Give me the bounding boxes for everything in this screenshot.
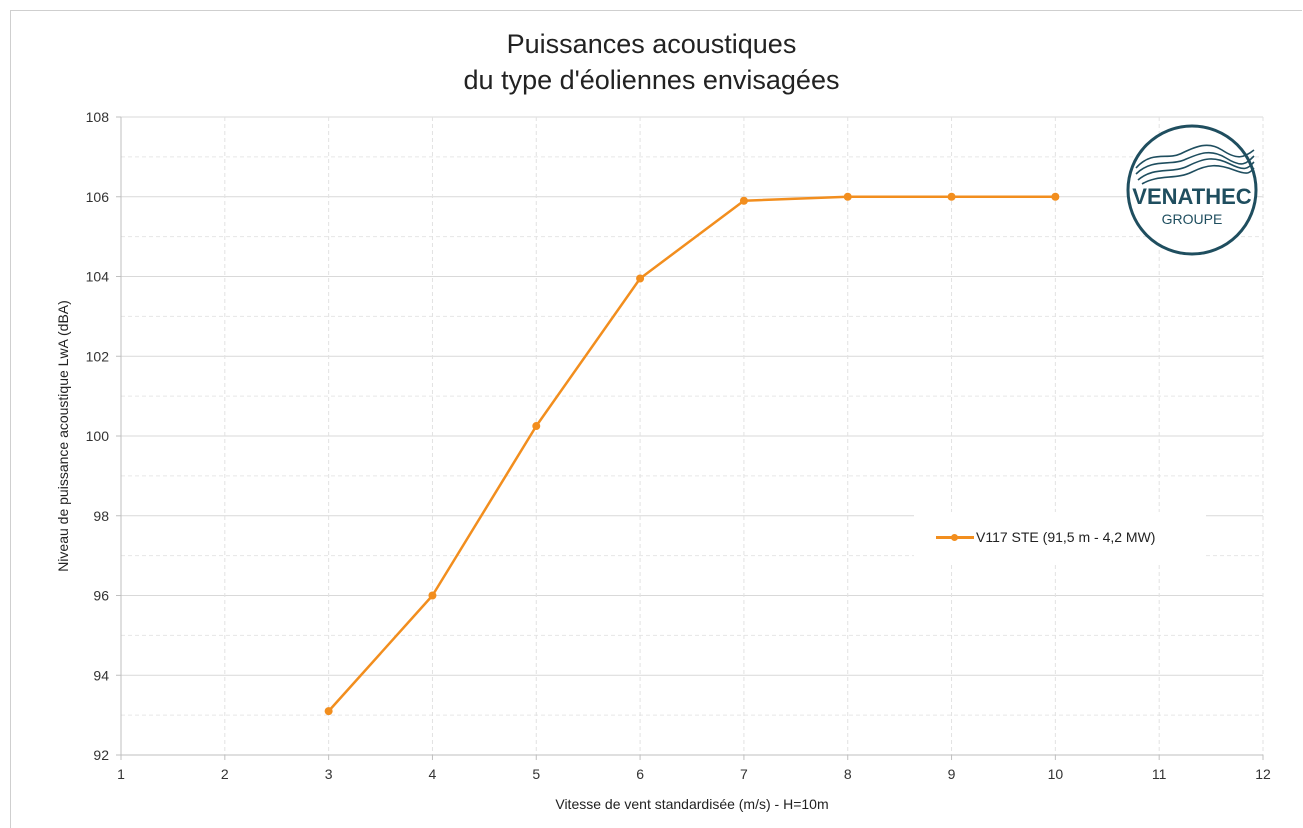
x-tick-label: 11 <box>1152 766 1167 782</box>
series-layer <box>324 192 1060 716</box>
y-tick-label: 98 <box>93 508 109 524</box>
x-tick-label: 2 <box>221 766 229 782</box>
x-tick-label: 1 <box>117 766 125 782</box>
y-tick-label: 106 <box>86 189 110 205</box>
x-tick-label: 4 <box>429 766 437 782</box>
logo-name: VENATHEC <box>1132 184 1251 209</box>
data-point <box>324 707 333 716</box>
x-tick-label: 10 <box>1048 766 1064 782</box>
chart-subtitle: du type d'éoliennes envisagées <box>463 65 840 95</box>
y-axis-label: Niveau de puissance acoustique LwA (dBA) <box>55 300 71 572</box>
logo-sub: GROUPE <box>1162 211 1223 227</box>
legend-marker <box>936 534 974 541</box>
chart-legend: V117 STE (91,5 m - 4,2 MW) <box>914 512 1206 562</box>
y-tick-label: 96 <box>93 588 109 604</box>
chart-title: Puissances acoustiques <box>506 29 797 59</box>
x-tick-label: 9 <box>948 766 956 782</box>
y-tick-label: 100 <box>86 428 110 444</box>
y-tick-label: 104 <box>86 269 110 285</box>
data-point <box>947 192 956 201</box>
y-tick-label: 108 <box>86 109 110 125</box>
chart-frame <box>10 10 1302 828</box>
data-point <box>843 192 852 201</box>
x-tick-label: 5 <box>532 766 540 782</box>
y-tick-label: 94 <box>93 667 109 683</box>
y-tick-label: 102 <box>86 348 110 364</box>
data-point <box>1051 192 1060 201</box>
y-tick-label: 92 <box>93 747 109 763</box>
venathec-logo: VENATHEC GROUPE <box>1126 124 1258 256</box>
x-tick-label: 12 <box>1255 766 1271 782</box>
x-tick-label: 6 <box>636 766 644 782</box>
axes <box>116 116 1264 760</box>
x-tick-labels: 1 2 3 4 5 6 7 8 9 10 11 12 <box>117 766 1271 782</box>
x-axis-label: Vitesse de vent standardisée (m/s) - H=1… <box>555 796 828 812</box>
x-tick-label: 8 <box>844 766 852 782</box>
grid-lines <box>120 116 1264 756</box>
data-point <box>532 422 541 431</box>
x-tick-label: 3 <box>325 766 333 782</box>
legend-label: V117 STE (91,5 m - 4,2 MW) <box>976 529 1156 545</box>
series-line <box>327 195 1056 712</box>
data-point <box>739 196 748 205</box>
data-point <box>428 591 437 600</box>
x-tick-label: 7 <box>740 766 748 782</box>
y-tick-labels: 92 94 96 98 100 102 104 106 108 <box>86 109 110 763</box>
data-point <box>636 274 645 283</box>
